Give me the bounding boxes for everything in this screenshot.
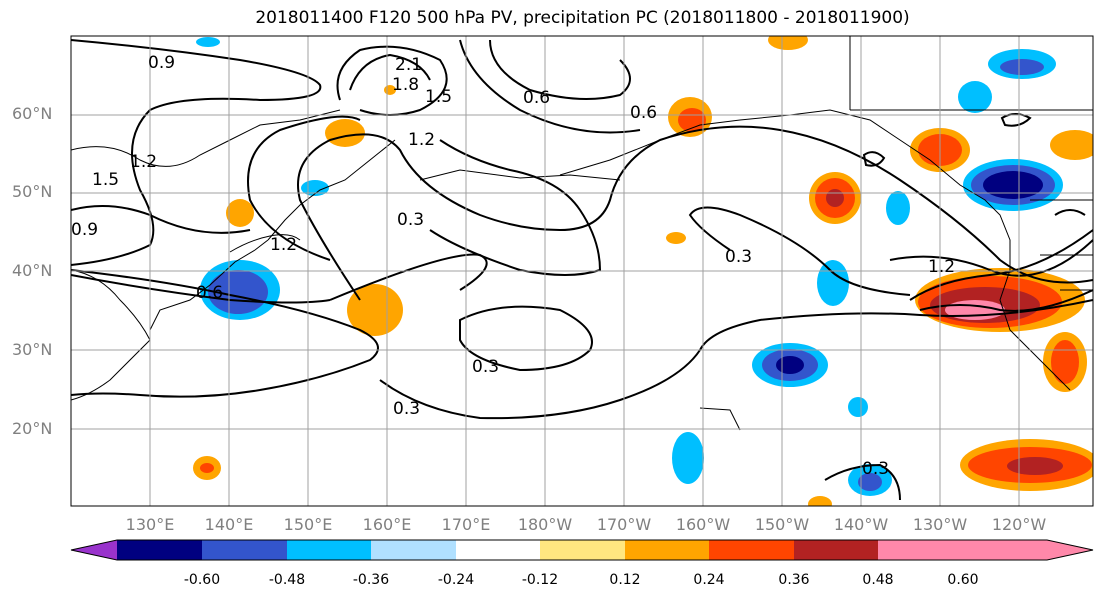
- lon-label: 150°W: [754, 515, 810, 534]
- lon-label: 140°E: [204, 515, 254, 534]
- colorbar-tick-label: -0.48: [268, 572, 306, 588]
- colorbar-extend-min: [71, 540, 117, 560]
- coastlines: [71, 36, 1093, 431]
- lat-label-30n: 30°N: [12, 340, 53, 359]
- colorbar-bin: [794, 540, 878, 560]
- colorbar-bin: [709, 540, 794, 560]
- map-frame: [70, 35, 1094, 507]
- map-title: 2018011400 F120 500 hPa PV, precipitatio…: [255, 8, 910, 28]
- contour-label: 0.6: [630, 103, 657, 123]
- colorbar-bin: [202, 540, 287, 560]
- colorbar-tick-label: 0.48: [862, 572, 894, 588]
- contour-label: 0.9: [71, 220, 98, 240]
- lon-label: 150°E: [283, 515, 333, 534]
- contour-label: 1.2: [928, 257, 955, 277]
- colorbar-bin: [371, 540, 456, 560]
- contour-label: 0.3: [725, 247, 752, 267]
- contour-label: 0.3: [397, 210, 424, 230]
- lat-label-60n: 60°N: [12, 104, 53, 123]
- contour-label: 2.1: [395, 55, 422, 75]
- contour-label: 1.2: [130, 152, 157, 172]
- colorbar: [70, 539, 1094, 561]
- contour-label: 0.3: [472, 357, 499, 377]
- contour-label: 0.6: [196, 283, 223, 303]
- lon-label: 170°W: [596, 515, 652, 534]
- contour-label-group: 0.9 2.1 1.8 1.5 0.6 0.6 1.2 1.5 1.2 0.9 …: [71, 53, 955, 479]
- contour-label: 0.9: [148, 53, 175, 73]
- colorbar-tick-label: -0.36: [352, 572, 390, 588]
- contour-label: 0.6: [523, 88, 550, 108]
- colorbar-bin: [117, 540, 202, 560]
- colorbar-tick-label: 0.12: [609, 572, 641, 588]
- colorbar-bin: [456, 540, 540, 560]
- colorbar-tick-label: -0.24: [437, 572, 475, 588]
- colorbar-tick-label: -0.60: [183, 572, 221, 588]
- colorbar-tick-label: 0.24: [693, 572, 725, 588]
- colorbar-bin: [878, 540, 963, 560]
- lon-label: 130°W: [912, 515, 968, 534]
- lat-label-40n: 40°N: [12, 261, 53, 280]
- colorbar-tick-label: 0.36: [778, 572, 810, 588]
- contour-label: 1.2: [270, 235, 297, 255]
- contour-label: 1.5: [425, 87, 452, 107]
- contour-label: 0.3: [862, 459, 889, 479]
- lat-label-50n: 50°N: [12, 182, 53, 201]
- graticule: [71, 36, 1093, 506]
- colorbar-bin: [540, 540, 625, 560]
- colorbar-tick-label: -0.12: [521, 572, 559, 588]
- lon-label: 120°W: [991, 515, 1047, 534]
- colorbar-extend-max: [963, 540, 1093, 560]
- colorbar-bin: [287, 540, 371, 560]
- contour-label: 0.3: [393, 399, 420, 419]
- contour-label: 1.2: [408, 130, 435, 150]
- lat-label-20n: 20°N: [12, 419, 53, 438]
- colorbar-tick-label: 0.60: [947, 572, 979, 588]
- contour-label: 1.8: [392, 75, 419, 95]
- lon-label: 180°W: [517, 515, 573, 534]
- colorbar-bin: [625, 540, 709, 560]
- lon-label: 170°E: [441, 515, 491, 534]
- pv-contours: [71, 39, 1093, 501]
- lon-label: 130°E: [125, 515, 175, 534]
- lon-label: 140°W: [833, 515, 889, 534]
- contour-label: 1.5: [92, 170, 119, 190]
- lon-label: 160°W: [675, 515, 731, 534]
- lon-label: 160°E: [362, 515, 412, 534]
